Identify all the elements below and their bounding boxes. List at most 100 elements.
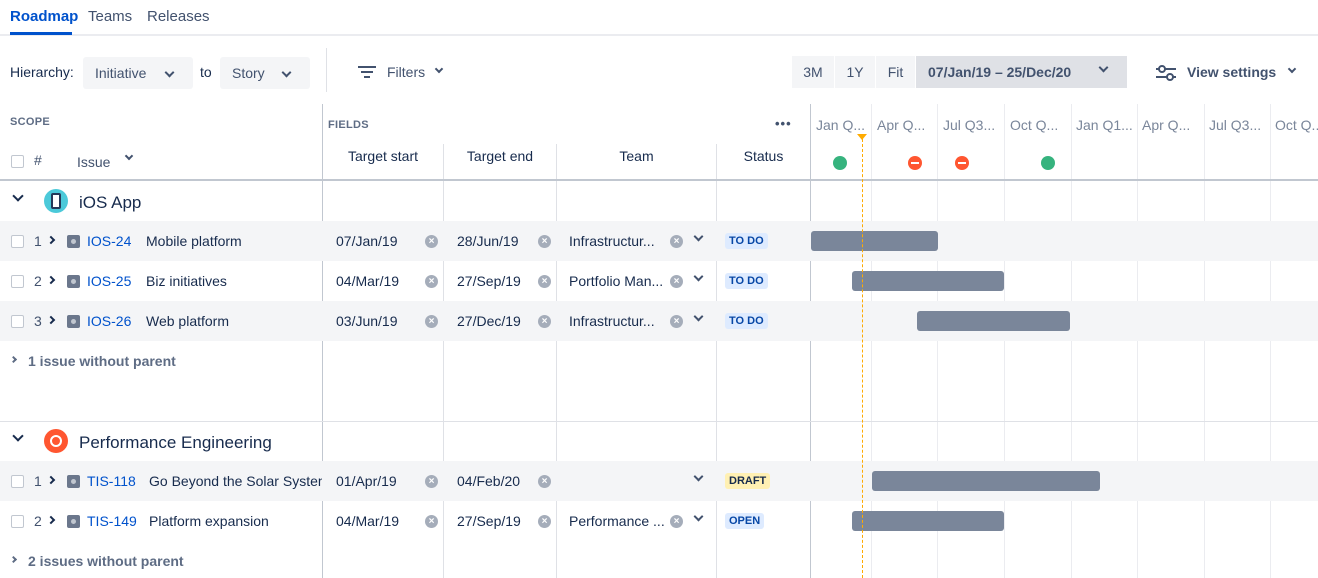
issue-key-link[interactable]: IOS-25 [87,273,132,289]
team-value[interactable]: Portfolio Man... [569,273,664,289]
clear-end-icon[interactable]: × [538,235,551,248]
issues-without-parent-toggle[interactable]: 1 issue without parent [28,353,176,369]
expand-row-icon[interactable] [46,235,56,245]
row-checkbox[interactable] [11,235,24,248]
expand-unparented-icon[interactable] [9,355,18,364]
clear-start-icon[interactable]: × [425,475,438,488]
team-dropdown-icon[interactable] [693,231,704,242]
status-badge[interactable]: TO DO [725,233,768,249]
issue-title[interactable]: Web platform [146,313,229,329]
hierarchy-to-select[interactable]: Story [220,57,310,89]
hierarchy-from-value: Initiative [95,65,147,81]
collapse-group-icon[interactable] [12,190,24,202]
tab-releases[interactable]: Releases [147,8,210,25]
team-value[interactable]: Performance ... [569,513,665,529]
on-track-dot-icon[interactable] [833,156,847,170]
date-range-select[interactable]: 07/Jan/19 – 25/Dec/20 [916,56,1127,88]
row-checkbox[interactable] [11,515,24,528]
schedule-bar[interactable] [851,271,1004,291]
expand-row-icon[interactable] [46,275,56,285]
zoom-3m-button[interactable]: 3M [792,56,834,88]
issue-key-link[interactable]: TIS-118 [87,473,136,489]
active-tab-indicator [10,32,72,35]
team-dropdown-icon[interactable] [693,511,704,522]
more-options-icon[interactable]: ••• [775,116,792,131]
issue-key-link[interactable]: IOS-24 [87,233,132,249]
on-track-dot-icon[interactable] [1041,156,1055,170]
at-risk-dot-icon[interactable] [955,156,969,170]
clear-team-icon[interactable]: × [670,235,683,248]
table-row[interactable]: 1 TIS-118 Go Beyond the Solar System 01/Apr… [0,461,1318,501]
schedule-bar[interactable] [871,471,1100,491]
clear-end-icon[interactable]: × [538,475,551,488]
clear-end-icon[interactable]: × [538,515,551,528]
target-end-value[interactable]: 27/Sep/19 [457,273,521,289]
target-start-value[interactable]: 07/Jan/19 [336,233,398,249]
schedule-bar[interactable] [851,511,1004,531]
schedule-bar[interactable] [917,311,1070,331]
team-header: Team [619,148,654,164]
team-value[interactable]: Infrastructur... [569,313,655,329]
status-badge[interactable]: TO DO [725,273,768,289]
clear-start-icon[interactable]: × [425,275,438,288]
target-start-value[interactable]: 03/Jun/19 [336,313,398,329]
at-risk-dot-icon[interactable] [908,156,922,170]
quarter-label: Jul Q3... [1209,117,1262,133]
issue-title[interactable]: Platform expansion [149,513,269,529]
table-row[interactable]: 3 IOS-26 Web platform 03/Jun/19 × 27/Dec/19 × I… [0,301,1318,341]
target-start-value[interactable]: 01/Apr/19 [336,473,397,489]
collapse-group-icon[interactable] [12,430,24,442]
clear-end-icon[interactable]: × [538,275,551,288]
view-settings-button[interactable]: View settings [1156,60,1301,86]
tab-roadmap[interactable]: Roadmap [10,8,79,25]
target-end-value[interactable]: 28/Jun/19 [457,233,519,249]
status-badge[interactable]: DRAFT [725,473,771,489]
target-end-value[interactable]: 27/Sep/19 [457,513,521,529]
clear-start-icon[interactable]: × [425,315,438,328]
clear-start-icon[interactable]: × [425,515,438,528]
issue-column-header[interactable]: Issue [77,154,111,170]
hierarchy-from-select[interactable]: Initiative [83,57,193,89]
select-all-checkbox[interactable] [11,155,24,168]
target-end-value[interactable]: 04/Feb/20 [457,473,521,489]
row-highlight [0,221,1318,261]
network-icon [50,435,62,447]
issue-title[interactable]: Biz initiatives [146,273,227,289]
team-value[interactable]: Infrastructur... [569,233,655,249]
table-row[interactable]: 1 IOS-24 Mobile platform 07/Jan/19 × 28/Jun/1… [0,221,1318,261]
row-checkbox[interactable] [11,475,24,488]
team-dropdown-icon[interactable] [693,271,704,282]
target-start-value[interactable]: 04/Mar/19 [336,513,400,529]
clear-end-icon[interactable]: × [538,315,551,328]
issue-title[interactable]: Mobile platform [146,233,242,249]
expand-row-icon[interactable] [46,475,56,485]
clear-team-icon[interactable]: × [670,275,683,288]
status-badge[interactable]: TO DO [725,313,768,329]
issues-without-parent-toggle[interactable]: 2 issues without parent [28,553,184,569]
issue-key-link[interactable]: TIS-149 [87,513,137,529]
status-badge[interactable]: OPEN [725,513,765,529]
table-row[interactable]: 2 TIS-149 Platform expansion 04/Mar/19 × 27/S… [0,501,1318,541]
row-checkbox[interactable] [11,315,24,328]
zoom-fit-button[interactable]: Fit [876,56,915,88]
issue-title[interactable]: Go Beyond the Solar System [149,473,322,489]
expand-row-icon[interactable] [46,315,56,325]
schedule-bar[interactable] [811,231,938,251]
expand-row-icon[interactable] [46,515,56,525]
target-end-value[interactable]: 27/Dec/19 [457,313,521,329]
issue-key-link[interactable]: IOS-26 [87,313,132,329]
target-start-value[interactable]: 04/Mar/19 [336,273,400,289]
team-dropdown-icon[interactable] [693,311,704,322]
filters-button[interactable]: Filters [358,60,448,86]
hierarchy-label: Hierarchy: [10,64,74,80]
table-row[interactable]: 2 IOS-25 Biz initiatives 04/Mar/19 × 27/Sep/1… [0,261,1318,301]
expand-unparented-icon[interactable] [9,555,18,564]
hierarchy-to-value: Story [232,65,265,81]
zoom-1y-button[interactable]: 1Y [835,56,875,88]
clear-team-icon[interactable]: × [670,515,683,528]
tab-teams[interactable]: Teams [88,8,133,25]
clear-team-icon[interactable]: × [670,315,683,328]
row-checkbox[interactable] [11,275,24,288]
team-dropdown-icon[interactable] [693,471,704,482]
clear-start-icon[interactable]: × [425,235,438,248]
